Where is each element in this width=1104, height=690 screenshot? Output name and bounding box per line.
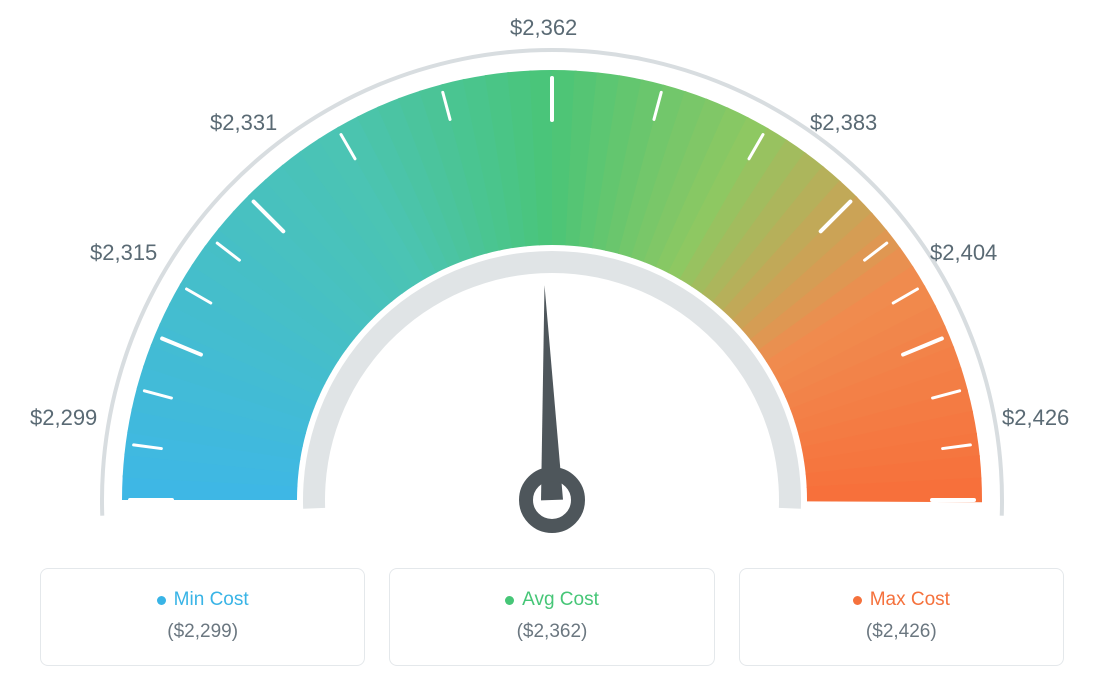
- gauge-tick-label: $2,383: [810, 110, 877, 136]
- gauge-tick-label: $2,362: [510, 15, 577, 41]
- avg-cost-label: Avg Cost: [522, 589, 599, 611]
- gauge-tick-label: $2,315: [90, 240, 157, 266]
- avg-cost-value: ($2,362): [414, 621, 689, 643]
- min-cost-card: Min Cost ($2,299): [40, 568, 365, 666]
- max-cost-title: Max Cost: [853, 589, 950, 611]
- min-cost-value: ($2,299): [65, 621, 340, 643]
- avg-cost-title: Avg Cost: [505, 589, 599, 611]
- avg-cost-dot-icon: [505, 596, 514, 605]
- gauge-chart: $2,299 $2,315 $2,331 $2,362 $2,383 $2,404 $2,4…: [0, 0, 1104, 560]
- max-cost-value: ($2,426): [764, 621, 1039, 643]
- min-cost-dot-icon: [157, 596, 166, 605]
- max-cost-label: Max Cost: [870, 589, 950, 611]
- max-cost-dot-icon: [853, 596, 862, 605]
- gauge-tick-label: $2,331: [210, 110, 277, 136]
- min-cost-title: Min Cost: [157, 589, 249, 611]
- max-cost-card: Max Cost ($2,426): [739, 568, 1064, 666]
- gauge-tick-label: $2,299: [30, 405, 97, 431]
- avg-cost-card: Avg Cost ($2,362): [389, 568, 714, 666]
- summary-cards: Min Cost ($2,299) Avg Cost ($2,362) Max …: [40, 568, 1064, 666]
- min-cost-label: Min Cost: [174, 589, 249, 611]
- gauge-svg: [0, 0, 1104, 560]
- gauge-tick-label: $2,426: [1002, 405, 1069, 431]
- gauge-tick-label: $2,404: [930, 240, 997, 266]
